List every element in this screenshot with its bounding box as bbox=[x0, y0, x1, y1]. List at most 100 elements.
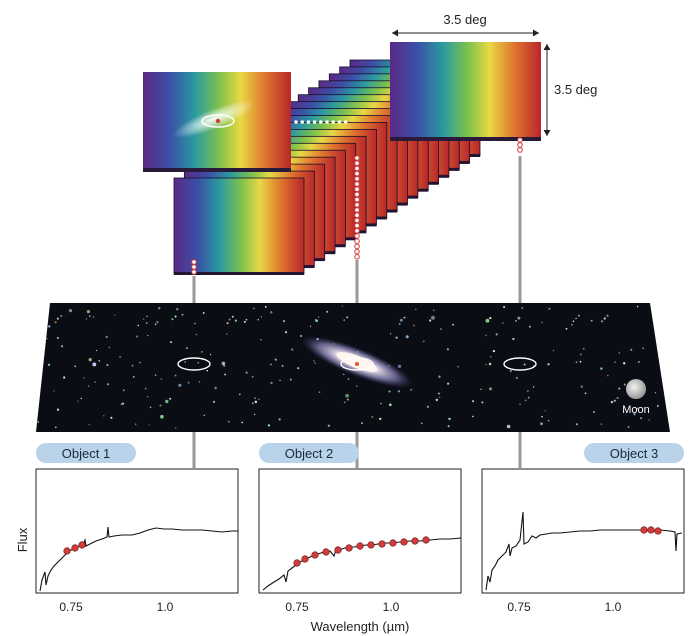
pixel-marker bbox=[354, 248, 360, 255]
star bbox=[154, 374, 157, 376]
photometry-point bbox=[301, 555, 309, 563]
selection-ring bbox=[201, 114, 235, 128]
star bbox=[506, 424, 511, 429]
star bbox=[147, 334, 149, 337]
star bbox=[572, 320, 575, 322]
star bbox=[92, 362, 97, 367]
star bbox=[56, 317, 59, 320]
star bbox=[95, 349, 98, 352]
star bbox=[579, 360, 582, 363]
star bbox=[291, 348, 294, 351]
star bbox=[174, 426, 177, 429]
star bbox=[448, 417, 451, 421]
pixel-marker bbox=[354, 160, 360, 166]
star bbox=[231, 315, 234, 318]
star bbox=[88, 423, 90, 426]
star bbox=[136, 335, 138, 338]
spectrum-panel-object-1: Object 1 0.75 1.0 bbox=[35, 443, 239, 614]
photometry-point bbox=[78, 541, 86, 549]
sky-marker-object-2 bbox=[355, 362, 359, 366]
photometry-point bbox=[334, 546, 342, 554]
star bbox=[422, 340, 425, 343]
photometry-point bbox=[71, 544, 79, 552]
photometry-points bbox=[63, 541, 86, 555]
height-label: 3.5 deg bbox=[554, 82, 597, 97]
star bbox=[544, 410, 546, 412]
star bbox=[492, 350, 495, 353]
star bbox=[502, 322, 504, 324]
star bbox=[397, 364, 402, 369]
star bbox=[584, 392, 587, 395]
star bbox=[421, 422, 423, 425]
panel-frame bbox=[35, 468, 239, 594]
star bbox=[410, 388, 413, 391]
spectrum-panel-object-2: Object 2 0.75 1.0 bbox=[258, 443, 462, 614]
photometry-points bbox=[640, 526, 662, 535]
pixel-marker bbox=[191, 259, 197, 265]
star bbox=[532, 386, 535, 388]
star bbox=[48, 363, 51, 366]
star bbox=[326, 310, 329, 313]
star bbox=[274, 358, 277, 361]
star bbox=[223, 364, 226, 367]
star bbox=[206, 369, 208, 372]
pixel-marker bbox=[354, 202, 360, 208]
star bbox=[519, 403, 521, 406]
star bbox=[270, 311, 273, 314]
star bbox=[300, 335, 303, 337]
star bbox=[529, 325, 531, 328]
star bbox=[37, 421, 40, 423]
star bbox=[134, 423, 137, 425]
star bbox=[548, 307, 551, 310]
star bbox=[156, 320, 159, 324]
star bbox=[201, 351, 203, 353]
star bbox=[447, 425, 450, 428]
star bbox=[80, 397, 83, 400]
star bbox=[412, 324, 415, 327]
star bbox=[88, 358, 92, 362]
star bbox=[431, 315, 435, 320]
star bbox=[94, 381, 96, 383]
sky-ring-object-2 bbox=[340, 357, 374, 371]
star bbox=[165, 399, 169, 404]
star bbox=[54, 426, 57, 429]
star bbox=[601, 320, 604, 323]
star bbox=[181, 313, 184, 316]
star bbox=[552, 350, 555, 352]
star bbox=[361, 422, 363, 424]
slice-link-dots bbox=[294, 120, 348, 124]
star bbox=[517, 316, 521, 320]
pixel-spectrum-columns bbox=[191, 137, 523, 275]
pixel-marker bbox=[354, 253, 360, 260]
tick-label: 0.75 bbox=[507, 600, 531, 614]
pixel-marker bbox=[354, 243, 360, 250]
star bbox=[399, 318, 403, 322]
star bbox=[174, 374, 177, 377]
star bbox=[524, 399, 527, 402]
pixel-marker bbox=[354, 207, 360, 213]
star bbox=[158, 307, 161, 310]
star bbox=[278, 418, 281, 421]
star bbox=[87, 385, 90, 387]
star bbox=[327, 424, 330, 427]
star bbox=[77, 400, 79, 402]
star bbox=[452, 323, 455, 326]
star bbox=[439, 396, 441, 398]
star bbox=[438, 392, 440, 395]
star bbox=[170, 341, 173, 344]
star bbox=[389, 403, 392, 407]
star bbox=[56, 336, 59, 340]
star bbox=[314, 319, 317, 321]
star bbox=[254, 400, 258, 404]
star bbox=[610, 400, 614, 404]
star bbox=[490, 356, 492, 358]
star bbox=[485, 318, 490, 323]
top-slice-image bbox=[390, 42, 541, 138]
star bbox=[509, 370, 512, 372]
star bbox=[241, 421, 244, 424]
sky-image: Moon bbox=[36, 303, 670, 432]
star bbox=[575, 317, 577, 320]
star bbox=[121, 402, 125, 405]
tick-label: 0.75 bbox=[285, 600, 309, 614]
star bbox=[147, 396, 149, 398]
